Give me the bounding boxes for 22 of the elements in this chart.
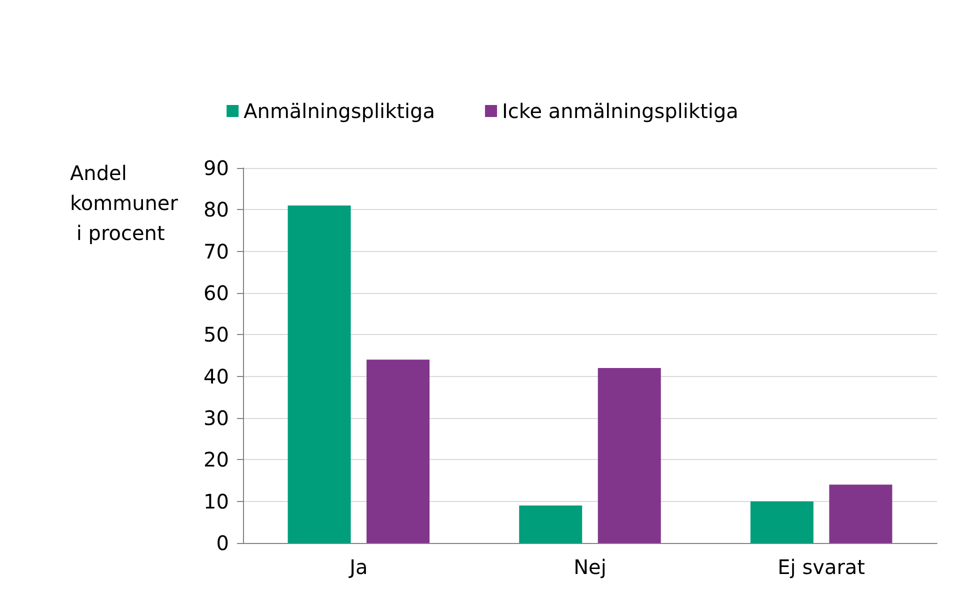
y-tick-label: 70 bbox=[204, 239, 229, 264]
y-tick-label: 90 bbox=[204, 156, 229, 180]
y-tick-label: 0 bbox=[216, 531, 229, 555]
y-tick-label: 40 bbox=[204, 364, 229, 388]
y-tick-label: 50 bbox=[204, 322, 229, 347]
x-tick-label: Ej svarat bbox=[778, 555, 866, 579]
x-tick-label: Nej bbox=[574, 555, 606, 579]
y-axis-title: Andel kommuner i procent bbox=[70, 161, 179, 245]
x-tick-label: Ja bbox=[348, 555, 368, 579]
bar bbox=[366, 360, 430, 543]
bar bbox=[288, 206, 351, 543]
y-tick-label: 30 bbox=[204, 406, 229, 430]
bar bbox=[829, 484, 892, 543]
bar bbox=[598, 368, 661, 543]
y-tick-label: 10 bbox=[204, 489, 229, 514]
bar bbox=[750, 501, 814, 543]
y-tick-label: 60 bbox=[204, 281, 229, 305]
legend-label: Icke anmälningspliktiga bbox=[502, 99, 738, 123]
y-tick-label: 20 bbox=[204, 448, 229, 472]
y-tick-label: 80 bbox=[204, 198, 229, 222]
bar bbox=[519, 506, 582, 543]
legend-label: Anmälningspliktiga bbox=[244, 99, 436, 123]
